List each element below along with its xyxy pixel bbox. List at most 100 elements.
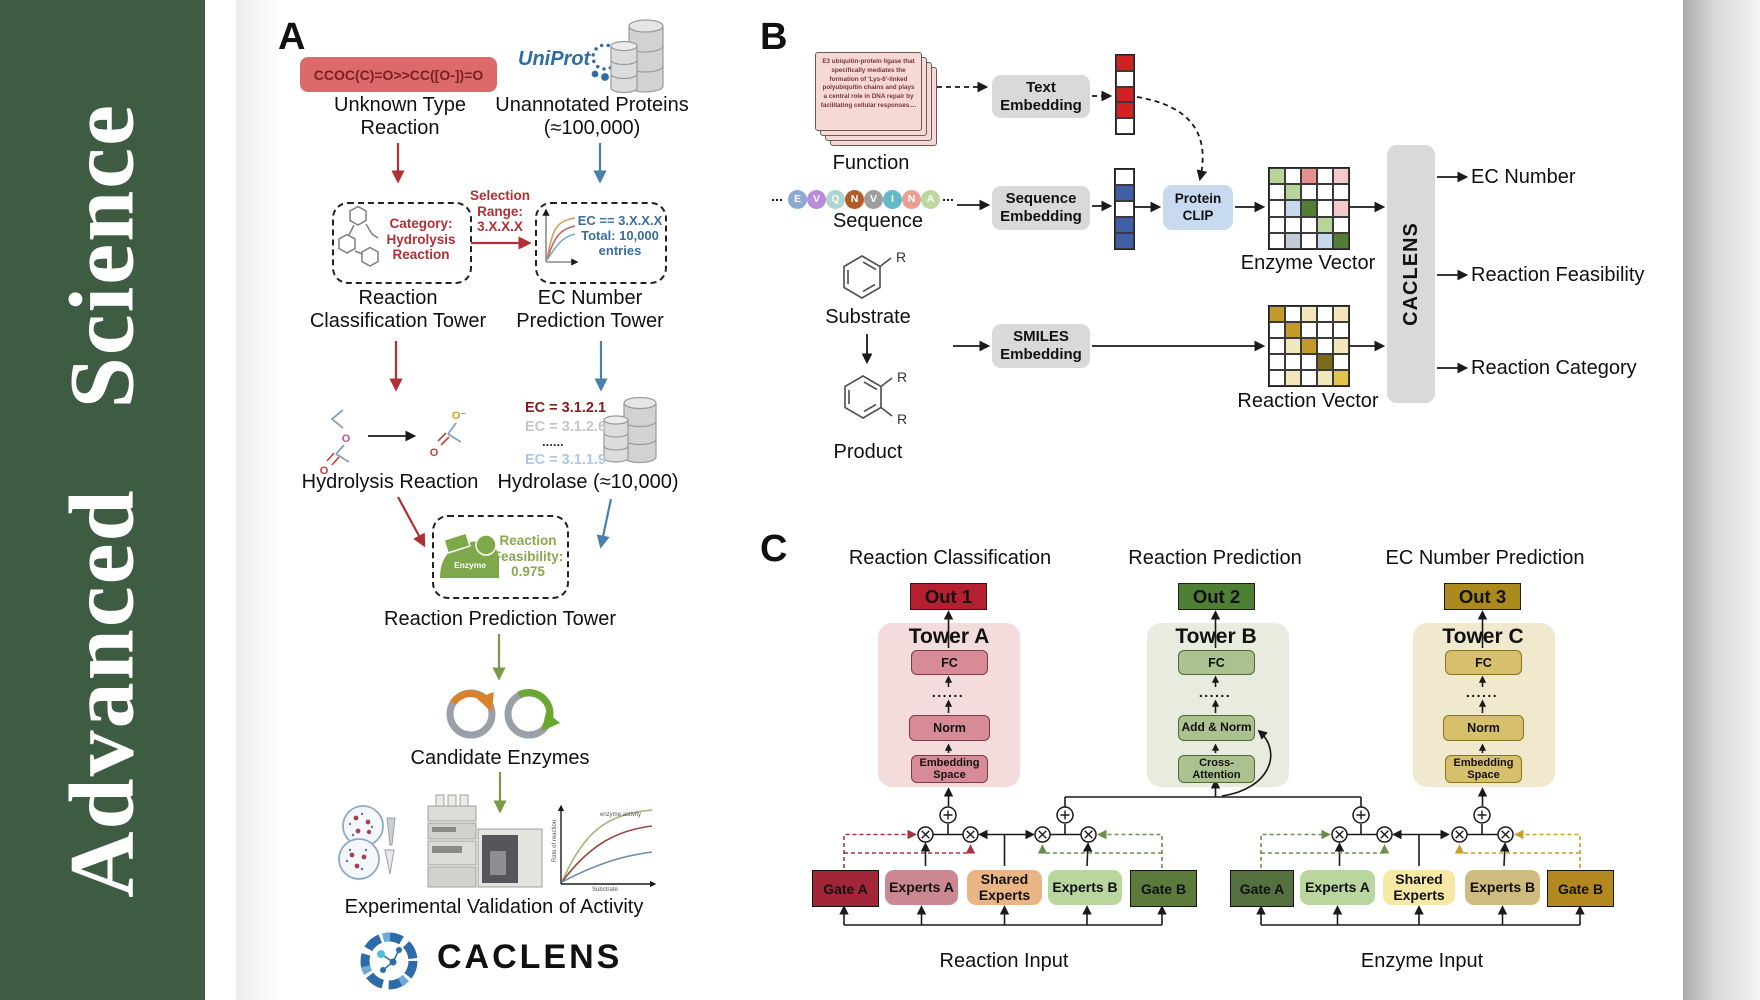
gate-routes	[843, 829, 1581, 868]
classification-tower-label: Reaction Classification Tower	[309, 287, 487, 333]
tower-c-fc: FC	[1445, 650, 1522, 675]
feasibility-box	[432, 515, 569, 599]
reaction-vector-grid	[1268, 305, 1350, 387]
tower-b-cross-attention: Cross-Attention	[1178, 755, 1255, 783]
hplc-machine-icon	[427, 794, 543, 888]
tower-a-embedding-space: Embedding Space	[911, 755, 988, 783]
sequence-embedding-vector	[1114, 168, 1135, 250]
group2-gate-a: Gate A	[1230, 870, 1294, 907]
group2-experts-a: Experts A	[1300, 870, 1375, 905]
output-ec-number: EC Number	[1471, 166, 1576, 188]
tower-a-fc: FC	[911, 650, 988, 675]
tower-a-title: Tower A	[908, 625, 990, 648]
ec-selection-text: EC == 3.X.X.X Total: 10,000 entries	[577, 213, 663, 259]
protein-clip-box: Protein CLIP	[1163, 185, 1233, 230]
tower-c-title: Tower C	[1442, 625, 1524, 648]
ec-result-1: EC = 3.1.2.1	[525, 400, 607, 416]
prediction-tower-label: Reaction Prediction Tower	[384, 608, 616, 630]
ec-tower-label: EC Number Prediction Tower	[516, 287, 664, 333]
substrate-label: Substrate	[825, 306, 911, 328]
group1-experts-a: Experts A	[885, 870, 958, 905]
column1-title: Reaction Classification	[848, 547, 1052, 569]
enzyme-vector-grid	[1268, 167, 1350, 250]
tower-c-dots: ......	[1465, 684, 1499, 700]
column3-title: EC Number Prediction	[1385, 547, 1585, 569]
unannotated-proteins-label: Unannotated Proteins (≈100,000)	[495, 94, 689, 140]
journal-sidebar: Advanced Science	[0, 0, 205, 1000]
svg-text:O: O	[430, 447, 439, 459]
group1-gate-b: Gate B	[1130, 870, 1197, 907]
sequence-embedding-box: Sequence Embedding	[992, 186, 1090, 230]
column2-title: Reaction Prediction	[1128, 547, 1302, 569]
plot-ylabel: Rate of reaction	[552, 819, 558, 863]
svg-text:O⁻: O⁻	[452, 410, 467, 422]
multiply-node	[1034, 826, 1051, 843]
operator-nodes	[917, 806, 1514, 843]
group2-experts-b: Experts B	[1465, 870, 1540, 905]
group2-shared-experts: Shared Experts	[1383, 870, 1455, 905]
substrate-molecule-icon: R	[843, 249, 906, 299]
svg-text:R: R	[897, 411, 907, 427]
group1-experts-b: Experts B	[1048, 870, 1122, 905]
tower-b-title: Tower B	[1175, 625, 1257, 648]
function-label: Function	[832, 152, 910, 174]
feasibility-text: Reaction Feasibility: 0.975	[492, 533, 564, 580]
out3-box: Out 3	[1444, 583, 1521, 610]
ester-molecule-icon: O O	[320, 409, 351, 477]
text-embedding-vector	[1115, 54, 1135, 135]
multiply-node	[1331, 826, 1348, 843]
output-reaction-category: Reaction Category	[1471, 357, 1637, 379]
acetate-molecule-icon: O⁻ O	[430, 410, 467, 459]
group2-gate-b: Gate B	[1547, 870, 1614, 907]
smiles-box: CCOC(C)=O>>CC([O-])=O	[300, 57, 497, 92]
panel-b-label: B	[760, 16, 788, 58]
tower-c-embedding-space: Embedding Space	[1445, 755, 1522, 783]
function-card: E3 ubiquitin-protein ligase that specifi…	[815, 52, 922, 131]
tower-b-add-norm: Add & Norm	[1178, 715, 1255, 741]
product-label: Product	[833, 441, 903, 463]
category-text: Category: Hydrolysis Reaction	[386, 216, 456, 263]
add-node	[1473, 806, 1491, 824]
svg-text:R: R	[897, 369, 907, 385]
svg-text:O: O	[342, 433, 351, 445]
tower-b-fc: FC	[1178, 650, 1255, 675]
enzyme-input-label: Enzyme Input	[1360, 950, 1484, 972]
plot-xlabel: Substrate	[592, 887, 618, 893]
output-reaction-feasibility: Reaction Feasibility	[1471, 264, 1645, 286]
plasmid-icons	[446, 689, 561, 739]
validation-label: Experimental Validation of Activity	[344, 896, 644, 918]
add-node	[1352, 806, 1370, 824]
group1-shared-experts: Shared Experts	[967, 870, 1042, 905]
page-fold-shadow	[236, 0, 282, 1000]
enzyme-vector-label: Enzyme Vector	[1240, 252, 1376, 274]
reaction-input-label: Reaction Input	[939, 950, 1069, 972]
panel-c-label: C	[760, 528, 788, 570]
unknown-reaction-label: Unknown Type Reaction	[334, 94, 466, 140]
hydrolase-label: Hydrolase (≈10,000)	[497, 471, 679, 493]
smiles-embedding-box: SMILES Embedding	[992, 324, 1090, 368]
caclens-fusion-block	[1387, 145, 1435, 403]
add-node	[939, 806, 957, 824]
multiply-node	[1376, 826, 1393, 843]
multiply-node	[917, 826, 934, 843]
svg-text:R: R	[896, 249, 906, 265]
caclens-block-label: CACLENS	[1400, 222, 1422, 326]
ec-result-3: EC = 3.1.1.9	[525, 452, 607, 468]
function-card-text: E3 ubiquitin-protein ligase that specifi…	[820, 58, 917, 110]
ec-selection-box	[535, 202, 667, 284]
selection-range-text: Selection Range: 3.X.X.X	[469, 188, 531, 235]
tower-c-norm: Norm	[1443, 715, 1524, 741]
sequence-ellipsis-right: ...	[942, 188, 954, 204]
candidate-enzymes-label: Candidate Enzymes	[410, 747, 590, 769]
product-molecule-icon: R R	[844, 369, 907, 427]
add-node	[1056, 806, 1074, 824]
multiply-node	[1497, 826, 1514, 843]
sequence-label: Sequence	[832, 210, 924, 232]
tower-a-dots: ......	[931, 684, 965, 700]
sequence-ellipsis-left: ...	[771, 188, 783, 204]
caclens-logo	[360, 932, 418, 990]
enzyme-badge: Enzyme	[453, 560, 487, 570]
uniprot-icon	[591, 43, 619, 81]
